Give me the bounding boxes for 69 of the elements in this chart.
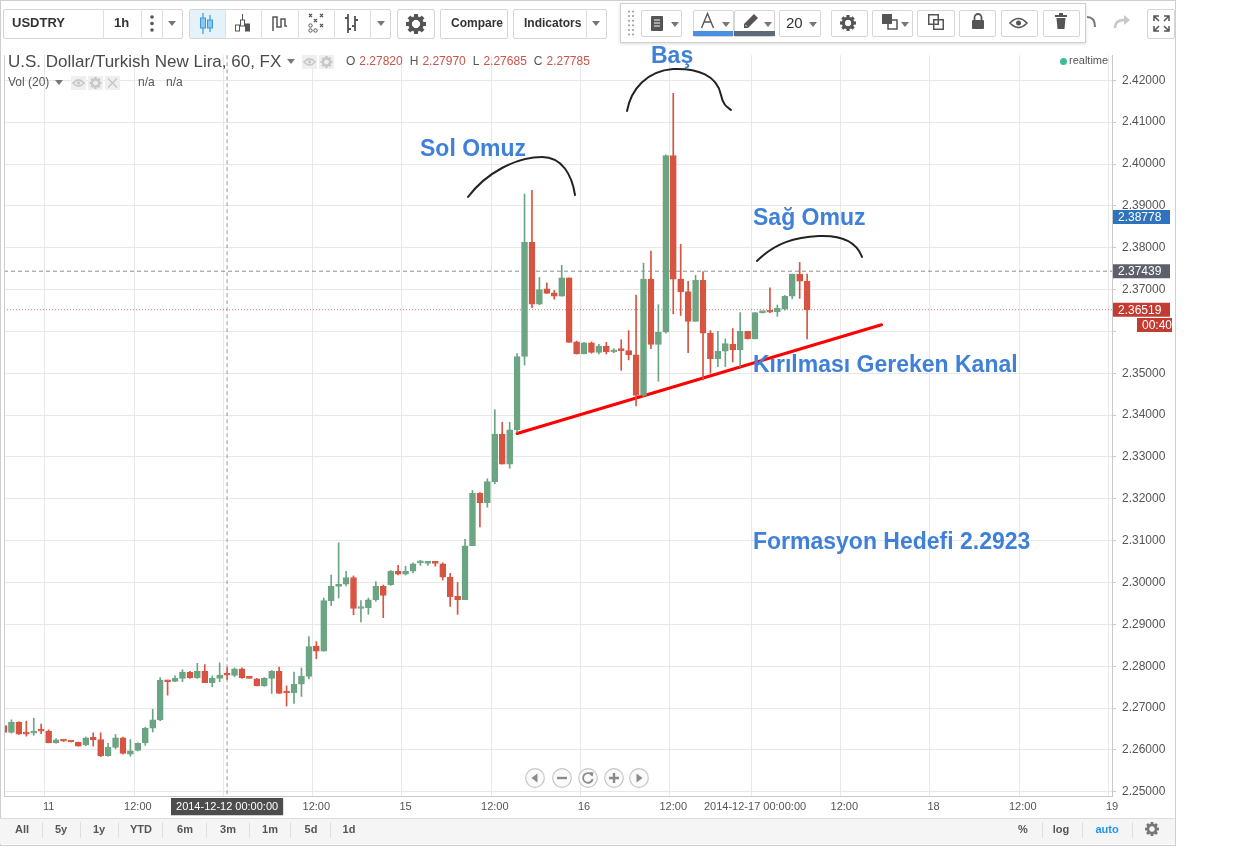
x-tick-label: 12:00: [302, 799, 331, 812]
y-tick-label: 2.29000: [1122, 616, 1166, 631]
x-tick-label: 19: [1105, 799, 1119, 812]
annotation: O 2.27820 H 2.27970 L 2.27685 C 2.27785: [346, 54, 591, 69]
x-tick-label: 12:00: [1009, 799, 1037, 812]
text: All: [14, 822, 30, 836]
text: 6m: [177, 822, 193, 836]
text: auto: [1095, 822, 1119, 836]
x-tick-label: 2014-12-12 00:00:00: [176, 799, 279, 812]
x-tick-label: 11: [42, 799, 55, 812]
y-tick-label: 2.26000: [1122, 742, 1166, 757]
text: Indicators: [524, 15, 582, 30]
x-tick-label: 16: [577, 799, 591, 812]
y-tick-label: 2.38000: [1122, 240, 1166, 255]
candlestick: [677, 244, 685, 316]
text: 5d: [304, 822, 318, 836]
text: 5y: [54, 822, 68, 836]
ref-line-label: 2.36519: [1118, 302, 1162, 317]
text: 1m: [262, 822, 278, 836]
x-tick-label: 15: [399, 799, 412, 812]
candlestick: [617, 339, 625, 371]
annotation: Sol Omuz: [420, 135, 527, 162]
text: log: [1052, 822, 1070, 836]
candlestick: [223, 667, 231, 680]
y-tick-label: 2.28000: [1122, 658, 1166, 673]
text: 00:40: [1142, 317, 1173, 332]
y-tick-label: 2.41000: [1122, 114, 1166, 129]
text: USDTRY: [12, 15, 65, 32]
annotation: realtime: [1069, 54, 1109, 67]
y-tick-label: 2.35000: [1122, 365, 1166, 380]
x-tick-label: 12:00: [659, 799, 688, 812]
text: YTD: [130, 822, 152, 836]
ref-line-label: 2.37439: [1118, 264, 1162, 279]
text: 1d: [342, 822, 356, 836]
y-tick-label: 2.31000: [1122, 533, 1166, 548]
y-tick-label: 2.32000: [1122, 491, 1166, 506]
y-tick-label: 2.40000: [1122, 156, 1166, 171]
candlestick: [30, 717, 38, 736]
text: 3m: [220, 822, 236, 836]
annotation: n/a: [138, 75, 156, 90]
candlestick: [796, 262, 804, 299]
x-tick-label: 2014-12-17 00:00:00: [703, 799, 807, 812]
x-tick-label: 18: [927, 799, 940, 812]
annotation: n/a: [166, 75, 184, 90]
y-tick-label: 2.37000: [1122, 281, 1166, 296]
x-tick-label: 12:00: [830, 799, 859, 812]
candlestick: [729, 328, 737, 363]
annotation: Baş: [651, 42, 694, 69]
y-tick-label: 2.30000: [1122, 574, 1166, 589]
chart-title: U.S. Dollar/Turkish New Lira, 60, FX: [8, 51, 282, 71]
y-tick-label: 2.25000: [1122, 784, 1166, 799]
text: 20: [786, 14, 803, 32]
y-tick-label: 2.34000: [1122, 407, 1166, 422]
text: 1y: [92, 822, 106, 836]
candlestick: [89, 732, 97, 747]
annotation: Formasyon Hedefi 2.2923: [753, 528, 1031, 555]
candlestick: [357, 600, 365, 623]
text: Compare: [451, 15, 504, 30]
x-tick-label: 12:00: [124, 799, 152, 812]
x-tick-label: 12:00: [481, 799, 509, 812]
y-tick-label: 2.42000: [1122, 72, 1166, 87]
text: 1h: [114, 15, 130, 32]
annotation: Sağ Omuz: [753, 204, 866, 231]
text: %: [1018, 822, 1028, 836]
candlestick: [766, 287, 774, 313]
y-tick-label: 2.27000: [1122, 700, 1166, 715]
annotation: Kırılması Gereken Kanal: [753, 351, 1018, 378]
y-tick-label: 2.33000: [1122, 449, 1166, 464]
annotation: Vol (20): [8, 75, 50, 90]
